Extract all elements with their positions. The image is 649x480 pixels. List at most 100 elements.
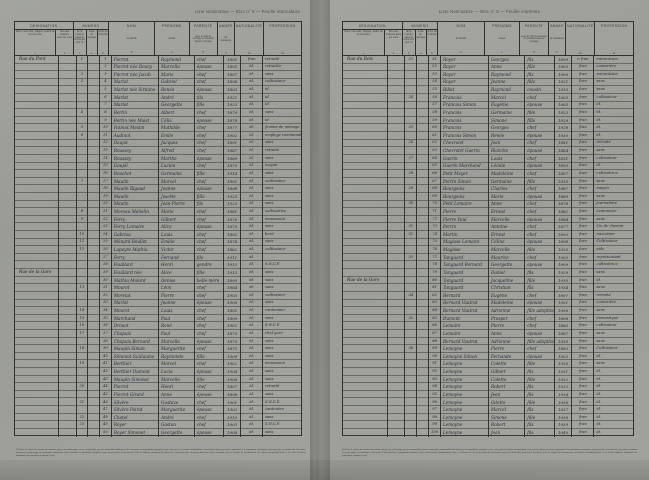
table-row: [525, 292, 554, 300]
table-row: [488, 155, 525, 163]
table-row: [111, 406, 159, 414]
table-row: [343, 398, 387, 407]
cell-value: fran: [579, 209, 587, 213]
table-row: [387, 269, 405, 277]
table-row: [429, 231, 441, 239]
table-row: [343, 292, 387, 300]
table-row: [554, 391, 572, 399]
table-row: [405, 124, 417, 133]
cell-value: Mourot: [113, 308, 130, 314]
table-row: [58, 239, 76, 247]
header-col-number: 9: [225, 51, 227, 55]
table-row: [594, 124, 633, 133]
cell-value: sans: [265, 277, 274, 282]
table-row: [194, 109, 223, 117]
table-row: [405, 307, 417, 315]
header-col-number: 11: [281, 51, 284, 55]
cell-value: Lemoyne: [443, 391, 463, 397]
table-row: [223, 307, 241, 315]
header-col-profession: PROFESSION 11: [595, 22, 633, 55]
table-row: [387, 163, 405, 171]
table-row: [525, 216, 554, 224]
table-row: [100, 338, 111, 346]
table-row: [111, 360, 159, 368]
row-lines: [15, 56, 58, 437]
table-row: [15, 239, 58, 247]
table-row: [58, 223, 76, 232]
table-row: [100, 421, 111, 429]
table-row: [525, 254, 554, 262]
table-row: [263, 269, 302, 277]
table-row: [572, 277, 594, 285]
cell-value: 1929: [557, 269, 569, 275]
cell-value: 52: [432, 64, 437, 69]
header-subtitle: de famille: [455, 37, 467, 41]
cell-value: Marlot: [113, 79, 129, 85]
cell-value: sans: [265, 369, 274, 374]
table-row: [194, 155, 223, 163]
cell-value: chef: [196, 216, 206, 222]
table-row: [417, 117, 429, 125]
table-row: [194, 360, 223, 368]
table-row: [387, 132, 405, 140]
table-row: [554, 254, 572, 262]
table-row: [594, 406, 633, 414]
table-row: [88, 421, 99, 429]
cell-value: id.: [596, 376, 602, 381]
cell-value: Berthier Dumont: [113, 369, 150, 375]
cell-value: épouse: [527, 262, 543, 268]
table-row: [405, 414, 417, 422]
table-row: [241, 277, 263, 285]
table-row: [58, 315, 76, 323]
table-row: [263, 383, 302, 391]
table-row: [488, 315, 525, 323]
table-row: [88, 170, 99, 178]
header-title: PRÉNOMS: [161, 24, 182, 28]
cell-value: Marguerite: [161, 346, 186, 352]
table-row: [111, 79, 159, 87]
col-numero-menage: [88, 56, 100, 437]
cell-value: 1898: [227, 186, 238, 192]
table-row: [241, 345, 263, 353]
table-row: [159, 414, 194, 422]
cell-value: id.: [596, 407, 602, 412]
row-lines: [405, 56, 417, 437]
table-row: [417, 284, 429, 292]
table-row: [429, 429, 441, 437]
table-row: [159, 360, 194, 368]
table-row: [417, 322, 429, 330]
table-row: [88, 231, 99, 239]
cell-value: Tanguard: [443, 285, 464, 291]
cell-value: Marcelle: [490, 216, 510, 222]
table-row: [417, 79, 429, 87]
table-row: [554, 269, 572, 277]
table-row: [241, 147, 263, 155]
cell-value: id.: [596, 277, 602, 282]
cell-value: 40: [103, 353, 108, 358]
cell-value: 22: [103, 216, 108, 221]
cell-value: 22: [79, 414, 85, 419]
table-row: [88, 360, 99, 368]
cell-value: Francois Simon: [443, 102, 477, 108]
table-row: [263, 292, 302, 300]
table-row: [100, 109, 111, 117]
table-row: [405, 109, 417, 117]
table-row: [405, 338, 417, 346]
table-row: [58, 246, 76, 254]
table-row: [343, 360, 387, 368]
cell-value: 45: [103, 391, 108, 396]
cell-value: 86: [432, 323, 437, 328]
cell-value: Tanguard Bernard: [443, 262, 483, 268]
cell-value: cultivateur: [596, 94, 617, 99]
table-row: [223, 421, 241, 429]
table-row: [100, 322, 111, 330]
table-row: [111, 124, 159, 133]
table-row: [343, 246, 387, 254]
table-row: [554, 368, 572, 376]
cell-value: 1909: [557, 262, 569, 268]
table-row: [525, 124, 554, 133]
header-group-designation: DÉSIGNATION Rues, lieux-dits, villages, é…: [15, 22, 74, 55]
table-row: [111, 307, 159, 315]
table-row: [417, 102, 429, 110]
table-row: [58, 102, 76, 110]
